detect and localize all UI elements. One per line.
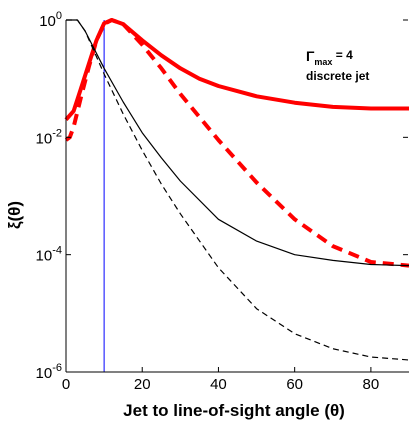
y-axis-title: ξ(θ): [5, 201, 24, 229]
x-tick-label: 60: [286, 376, 303, 393]
annotation-sub: max: [314, 57, 332, 67]
x-tick-label: 20: [134, 376, 151, 393]
x-axis-title: Jet to line-of-sight angle (θ): [123, 401, 345, 420]
y-tick-exponent: -6: [52, 362, 62, 374]
series-line-black-dashed-thin: [66, 19, 409, 361]
series-line-red-dashed-thick: [64, 18, 409, 268]
annotation-line1: Γmax = 4: [306, 48, 353, 67]
y-tick-label: 10-4: [36, 245, 62, 265]
series-layer: [64, 18, 409, 361]
x-tick-label: 80: [363, 376, 380, 393]
y-tick-exponent: -4: [52, 245, 62, 257]
annotation-line2: discrete jet: [306, 69, 369, 83]
annotation: Γmax = 4 discrete jet: [306, 48, 369, 83]
y-tick-base: 10: [36, 365, 53, 382]
annotation-symbol: Γ: [306, 48, 315, 64]
x-tick-label: 40: [210, 376, 227, 393]
annotation-rest: = 4: [332, 48, 353, 62]
y-tick-exponent: 0: [56, 10, 62, 22]
y-tick-base: 10: [39, 13, 56, 30]
y-tick-label: 10-2: [36, 127, 62, 147]
y-tick-label: 100: [39, 10, 62, 30]
y-tick-base: 10: [36, 130, 53, 147]
x-tick-label: 0: [62, 376, 70, 393]
y-tick-label: 10-6: [36, 362, 62, 382]
y-tick-base: 10: [36, 248, 53, 265]
y-tick-exponent: -2: [52, 127, 62, 139]
